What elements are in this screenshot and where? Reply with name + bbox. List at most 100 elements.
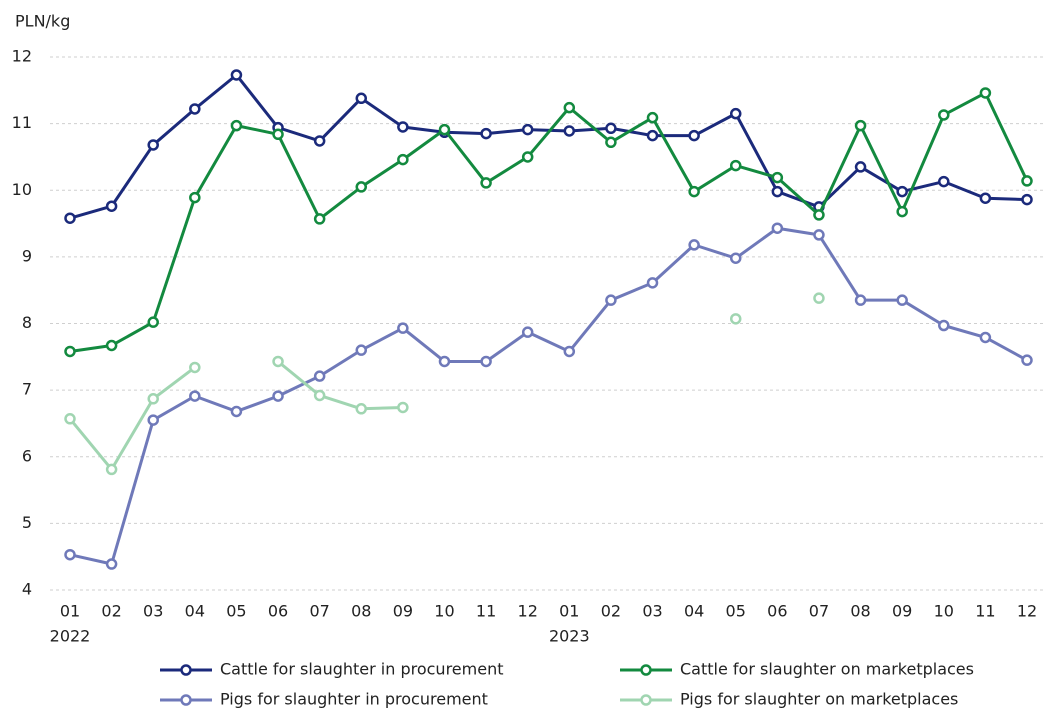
data-point xyxy=(189,191,201,204)
data-point xyxy=(480,355,492,368)
data-point xyxy=(313,135,326,147)
data-point xyxy=(521,326,534,338)
data-point xyxy=(979,192,992,204)
data-point xyxy=(355,181,368,193)
y-tick-label: 5 xyxy=(22,513,32,532)
x-tick-label: 04 xyxy=(185,602,205,621)
data-point xyxy=(813,229,825,241)
series-line xyxy=(69,73,1028,220)
x-tick-label: 03 xyxy=(642,602,662,621)
y-tick-label: 4 xyxy=(22,580,32,599)
x-tick-label: 03 xyxy=(143,602,163,621)
data-point xyxy=(605,122,617,135)
data-point xyxy=(938,175,950,188)
legend-label: Cattle for slaughter in procurement xyxy=(220,660,503,679)
x-tick-label: 10 xyxy=(934,602,954,621)
legend-marker xyxy=(180,694,192,706)
data-point xyxy=(64,413,76,425)
y-axis-label: PLN/kg xyxy=(15,12,70,31)
x-tick-label: 09 xyxy=(393,602,413,621)
data-point xyxy=(230,119,243,132)
data-point xyxy=(397,401,409,414)
legend-marker xyxy=(640,694,652,706)
data-point xyxy=(771,185,784,198)
data-point xyxy=(813,292,825,304)
x-tick-label: 05 xyxy=(226,602,246,621)
data-point xyxy=(1021,175,1033,187)
x-tick-label: 05 xyxy=(726,602,746,621)
y-tick-label: 10 xyxy=(12,180,32,199)
data-point xyxy=(480,177,492,189)
data-point xyxy=(64,212,76,224)
data-point xyxy=(854,119,867,132)
data-point xyxy=(938,109,950,121)
data-point xyxy=(896,205,908,218)
data-point xyxy=(105,463,118,476)
y-tick-label: 9 xyxy=(22,246,32,265)
legend-label: Pigs for slaughter on marketplaces xyxy=(680,690,958,709)
data-point xyxy=(147,316,159,328)
data-point xyxy=(480,127,492,140)
series-line xyxy=(69,226,1028,566)
data-point xyxy=(646,277,659,289)
data-point xyxy=(397,153,409,166)
data-point xyxy=(729,313,742,325)
x-tick-label: 02 xyxy=(101,602,121,621)
data-point xyxy=(771,171,784,184)
x-tick-label: 02 xyxy=(601,602,621,621)
data-point xyxy=(272,128,284,141)
data-point xyxy=(521,151,534,163)
y-tick-label: 12 xyxy=(12,47,32,66)
data-point xyxy=(1021,193,1033,206)
x-tick-label: 06 xyxy=(767,602,787,621)
x-year-label: 2023 xyxy=(549,627,590,646)
data-point xyxy=(64,345,76,358)
data-point xyxy=(979,331,992,344)
y-tick-label: 8 xyxy=(22,313,32,332)
x-tick-label: 07 xyxy=(809,602,829,621)
legend-marker xyxy=(180,664,192,676)
data-point xyxy=(230,69,243,81)
data-point xyxy=(688,239,700,251)
data-point xyxy=(854,294,867,306)
x-tick-label: 01 xyxy=(60,602,80,621)
data-point xyxy=(147,393,159,405)
x-tick-label: 08 xyxy=(351,602,371,621)
x-tick-label: 10 xyxy=(434,602,454,621)
data-point xyxy=(646,111,659,124)
x-tick-label: 11 xyxy=(975,602,995,621)
x-tick-label: 12 xyxy=(518,602,538,621)
data-point xyxy=(563,345,576,358)
x-tick-label: 06 xyxy=(268,602,288,621)
data-point xyxy=(605,294,617,306)
data-point xyxy=(896,185,908,198)
data-point xyxy=(563,125,576,137)
data-point xyxy=(272,355,284,368)
data-point xyxy=(313,213,326,225)
series-line xyxy=(69,91,1029,353)
legend-label: Cattle for slaughter on marketplaces xyxy=(680,660,974,679)
data-point xyxy=(979,87,992,99)
data-point xyxy=(729,159,742,172)
x-tick-label: 11 xyxy=(476,602,496,621)
x-tick-label: 12 xyxy=(1017,602,1037,621)
data-point xyxy=(189,361,201,374)
data-point xyxy=(646,129,659,142)
data-point xyxy=(605,136,617,149)
x-tick-label: 07 xyxy=(309,602,329,621)
data-point xyxy=(397,322,409,334)
data-point xyxy=(105,339,118,352)
data-point xyxy=(189,390,201,402)
data-point xyxy=(438,123,451,136)
x-tick-label: 01 xyxy=(559,602,579,621)
data-point xyxy=(813,209,825,221)
data-point xyxy=(313,370,326,382)
y-tick-label: 6 xyxy=(22,446,32,465)
data-point xyxy=(521,123,534,136)
data-point xyxy=(896,294,908,306)
data-point xyxy=(355,92,368,105)
data-point xyxy=(105,558,118,570)
data-point xyxy=(355,403,368,415)
data-point xyxy=(771,222,784,234)
